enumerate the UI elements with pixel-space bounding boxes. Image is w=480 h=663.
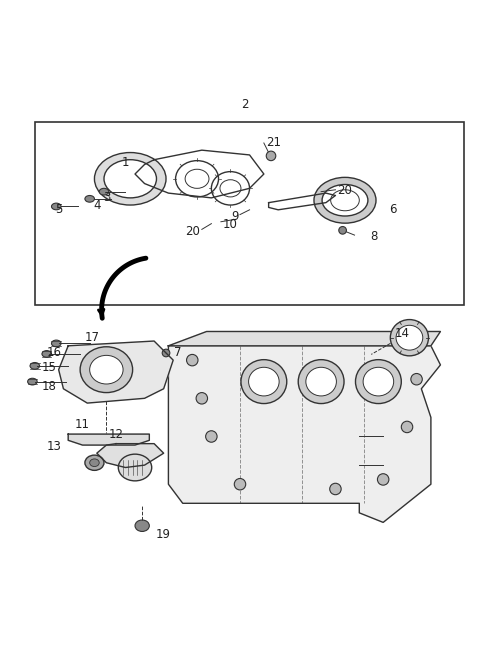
- Ellipse shape: [80, 347, 132, 392]
- Ellipse shape: [42, 351, 51, 357]
- Ellipse shape: [99, 188, 109, 195]
- Text: 7: 7: [174, 347, 182, 359]
- Ellipse shape: [396, 326, 423, 350]
- Text: 6: 6: [389, 204, 396, 216]
- Ellipse shape: [249, 367, 279, 396]
- Ellipse shape: [390, 320, 429, 356]
- Text: 1: 1: [122, 156, 129, 168]
- Text: 2: 2: [241, 98, 249, 111]
- Text: 16: 16: [47, 347, 61, 359]
- Text: 9: 9: [231, 210, 239, 223]
- Ellipse shape: [363, 367, 394, 396]
- Text: 5: 5: [55, 204, 62, 216]
- Text: 21: 21: [266, 137, 281, 149]
- Text: 15: 15: [42, 361, 57, 374]
- Text: 17: 17: [84, 331, 99, 343]
- Text: 4: 4: [93, 198, 101, 211]
- Ellipse shape: [30, 363, 39, 369]
- Polygon shape: [68, 434, 149, 445]
- Ellipse shape: [356, 359, 401, 404]
- Circle shape: [234, 479, 246, 490]
- Ellipse shape: [104, 160, 156, 198]
- Text: 13: 13: [47, 440, 61, 453]
- Circle shape: [339, 227, 347, 234]
- Polygon shape: [168, 332, 441, 346]
- Circle shape: [196, 392, 207, 404]
- Text: 20: 20: [185, 225, 200, 238]
- Ellipse shape: [28, 379, 37, 385]
- Circle shape: [377, 473, 389, 485]
- Polygon shape: [59, 341, 173, 403]
- Ellipse shape: [51, 203, 61, 210]
- Circle shape: [411, 373, 422, 385]
- Ellipse shape: [85, 196, 95, 202]
- Text: 19: 19: [156, 528, 171, 541]
- Text: 14: 14: [395, 328, 410, 340]
- Ellipse shape: [95, 152, 166, 205]
- Polygon shape: [97, 444, 164, 467]
- Ellipse shape: [298, 359, 344, 404]
- Ellipse shape: [118, 454, 152, 481]
- Ellipse shape: [135, 520, 149, 532]
- Text: 20: 20: [337, 184, 352, 197]
- Text: 3: 3: [103, 192, 110, 204]
- Text: 12: 12: [108, 428, 123, 441]
- Ellipse shape: [90, 355, 123, 384]
- Text: 11: 11: [75, 418, 90, 431]
- Text: 8: 8: [370, 229, 377, 243]
- Circle shape: [187, 355, 198, 366]
- Ellipse shape: [306, 367, 336, 396]
- Circle shape: [330, 483, 341, 495]
- Text: 18: 18: [42, 380, 57, 393]
- Polygon shape: [168, 346, 441, 522]
- Ellipse shape: [314, 178, 376, 223]
- Ellipse shape: [322, 184, 368, 216]
- Circle shape: [401, 421, 413, 433]
- Circle shape: [162, 349, 170, 357]
- Circle shape: [205, 431, 217, 442]
- Text: 10: 10: [223, 217, 238, 231]
- Ellipse shape: [90, 459, 99, 467]
- Circle shape: [266, 151, 276, 160]
- Ellipse shape: [85, 455, 104, 470]
- Ellipse shape: [241, 359, 287, 404]
- Bar: [35, 121, 464, 305]
- Ellipse shape: [51, 340, 61, 347]
